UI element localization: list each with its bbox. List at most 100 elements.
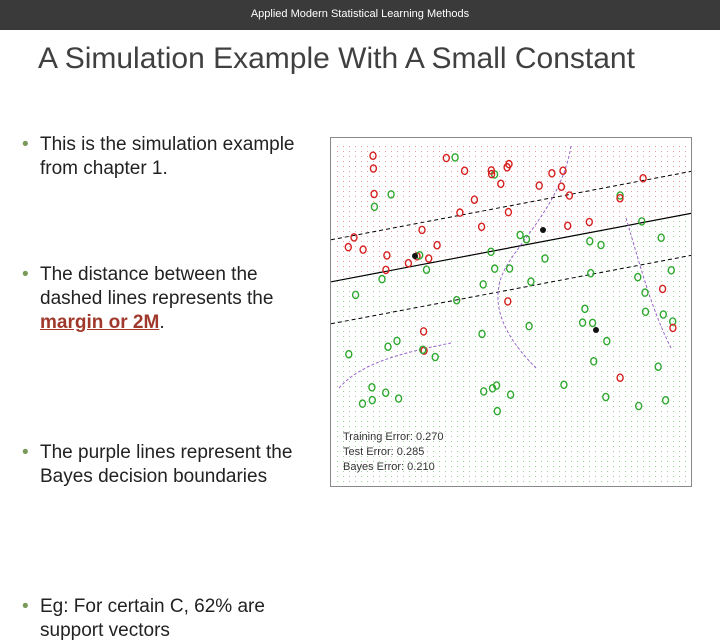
grid-dot [637,166,638,167]
grid-dot [589,361,590,362]
grid-dot [547,226,548,227]
grid-dot [601,291,602,292]
point-red [616,193,624,203]
grid-dot [349,426,350,427]
grid-dot [679,181,680,182]
grid-dot [481,286,482,287]
grid-dot [337,381,338,382]
grid-dot [391,336,392,337]
grid-dot [409,221,410,222]
grid-dot [379,361,380,362]
grid-dot [409,416,410,417]
grid-dot [337,336,338,337]
grid-dot [487,286,488,287]
grid-dot [511,396,512,397]
grid-dot [673,231,674,232]
grid-dot [499,406,500,407]
grid-dot [685,481,686,482]
grid-dot [349,361,350,362]
grid-dot [523,326,524,327]
point-green [479,387,488,396]
grid-dot [577,161,578,162]
grid-dot [481,236,482,237]
grid-dot [667,201,668,202]
point-red [585,217,593,227]
grid-dot [337,331,338,332]
grid-dot [427,246,428,247]
grid-dot [511,441,512,442]
grid-dot [523,406,524,407]
grid-dot [457,346,458,347]
grid-dot [631,296,632,297]
grid-dot [541,256,542,257]
grid-dot [577,251,578,252]
grid-dot [373,326,374,327]
grid-dot [511,326,512,327]
grid-dot [529,376,530,377]
grid-dot [499,266,500,267]
grid-dot [451,326,452,327]
grid-dot [403,361,404,362]
course-title: Applied Modern Statistical Learning Meth… [250,8,470,20]
grid-dot [349,321,350,322]
grid-dot [355,316,356,317]
grid-dot [421,366,422,367]
grid-dot [361,161,362,162]
grid-dot [343,356,344,357]
grid-dot [619,446,620,447]
grid-dot [409,211,410,212]
grid-dot [655,351,656,352]
grid-dot [463,416,464,417]
grid-dot [517,376,518,377]
grid-dot [523,371,524,372]
grid-dot [343,236,344,237]
grid-dot [511,171,512,172]
grid-dot [475,216,476,217]
grid-dot [523,151,524,152]
grid-dot [439,451,440,452]
grid-dot [667,176,668,177]
grid-dot [523,221,524,222]
grid-dot [673,441,674,442]
grid-dot [469,476,470,477]
grid-dot [631,386,632,387]
grid-dot [541,401,542,402]
grid-dot [391,376,392,377]
grid-dot [439,301,440,302]
grid-dot [559,326,560,327]
grid-dot [565,246,566,247]
grid-dot [469,411,470,412]
grid-dot [427,251,428,252]
grid-dot [505,271,506,272]
grid-dot [457,356,458,357]
grid-dot [607,451,608,452]
grid-dot [649,261,650,262]
grid-dot [355,386,356,387]
grid-dot [535,366,536,367]
grid-dot [565,201,566,202]
grid-dot [367,211,368,212]
grid-dot [547,171,548,172]
grid-dot [391,401,392,402]
grid-dot [355,371,356,372]
grid-dot [679,316,680,317]
grid-dot [577,261,578,262]
grid-dot [493,206,494,207]
grid-dot [355,221,356,222]
grid-dot [469,246,470,247]
grid-dot [403,351,404,352]
grid-dot [499,311,500,312]
grid-dot [367,416,368,417]
grid-dot [523,441,524,442]
grid-dot [583,451,584,452]
grid-dot [367,286,368,287]
grid-dot [577,401,578,402]
grid-dot [589,221,590,222]
grid-dot [661,356,662,357]
grid-dot [505,281,506,282]
grid-dot [523,206,524,207]
grid-dot [679,391,680,392]
grid-dot [499,471,500,472]
grid-dot [619,426,620,427]
grid-dot [595,466,596,467]
